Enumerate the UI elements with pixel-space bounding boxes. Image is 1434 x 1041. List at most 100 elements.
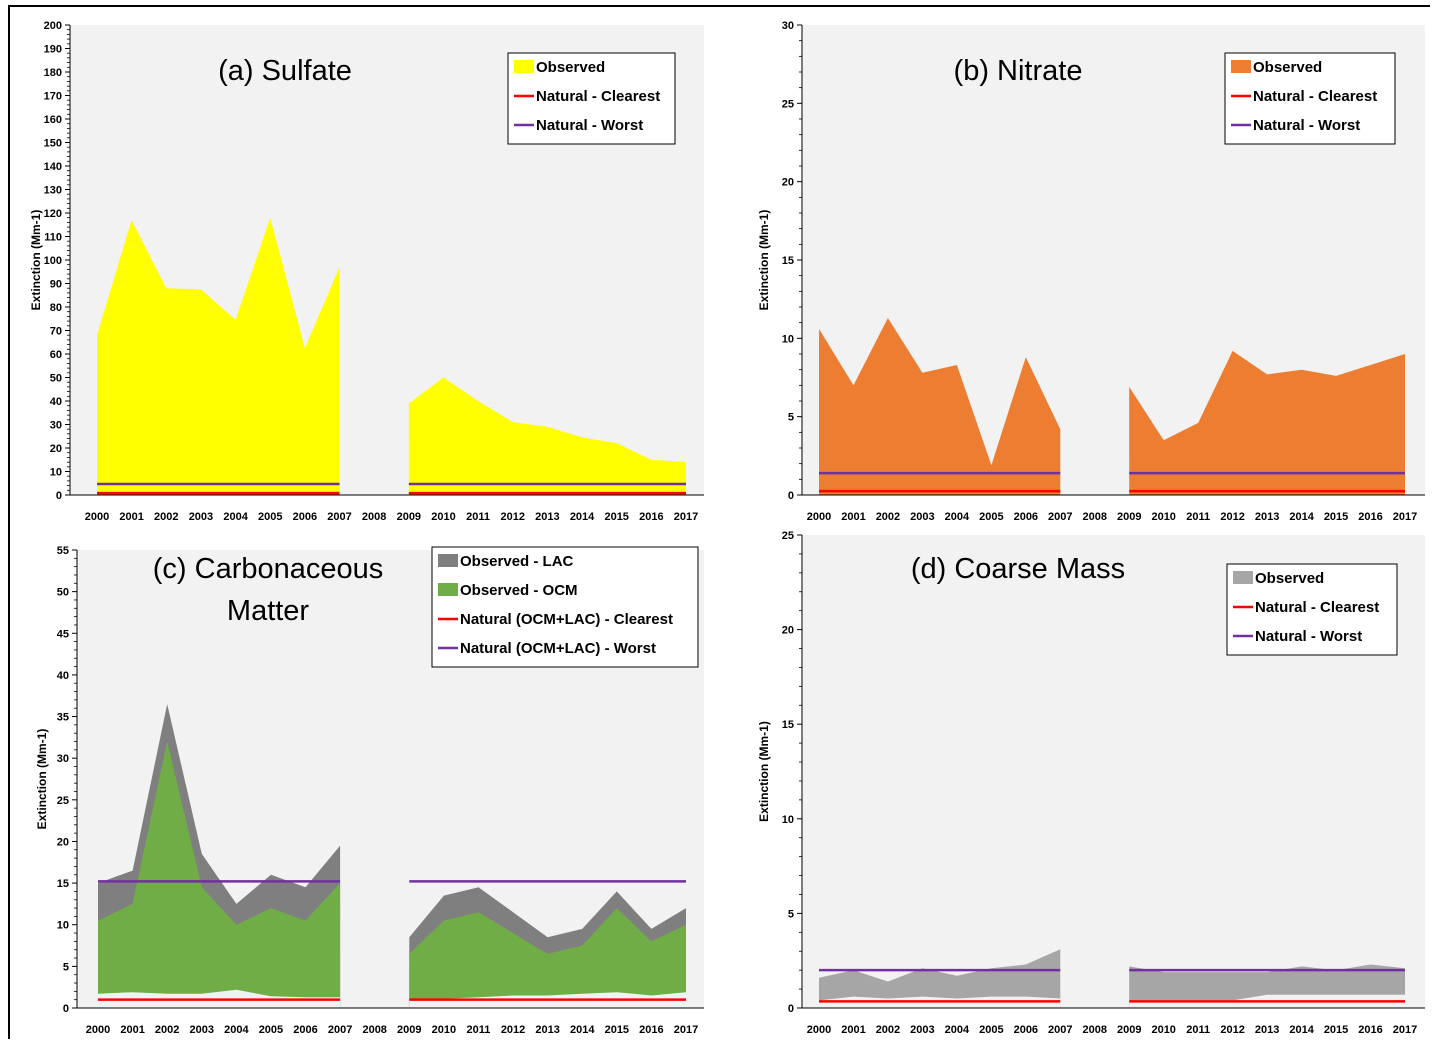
x-tick-label: 2014 (1289, 511, 1314, 523)
legend-label: Natural - Worst (1253, 117, 1360, 134)
x-tick-label: 2003 (189, 511, 213, 523)
x-tick-label: 2008 (362, 1024, 386, 1036)
x-tick-label: 2015 (1324, 1024, 1348, 1036)
legend-label: Natural - Worst (1255, 628, 1362, 645)
legend-label: Natural - Worst (536, 117, 643, 134)
y-tick-label: 100 (44, 255, 62, 267)
legend-label: Natural - Clearest (1253, 88, 1377, 105)
x-tick-label: 2002 (155, 1024, 179, 1036)
y-tick-label: 55 (57, 545, 69, 557)
x-tick-label: 2017 (674, 1024, 698, 1036)
legend-label: Natural - Clearest (1255, 599, 1379, 616)
legend-swatch (438, 554, 458, 567)
x-tick-label: 2004 (945, 1024, 970, 1036)
x-tick-label: 2014 (570, 511, 595, 523)
x-tick-label: 2001 (841, 511, 865, 523)
y-axis-title: Extinction (Mm-1) (757, 210, 771, 311)
legend-box (431, 546, 699, 668)
x-tick-label: 2017 (674, 511, 698, 523)
y-tick-label: 180 (44, 67, 62, 79)
y-tick-label: 150 (44, 138, 62, 150)
y-tick-label: 140 (44, 161, 62, 173)
x-tick-label: 2015 (605, 1024, 629, 1036)
legend-label: Observed (1253, 59, 1322, 76)
chart-title: (a) Sulfate (218, 55, 352, 87)
y-tick-label: 130 (44, 185, 62, 197)
area-series-0-segment-0 (97, 217, 340, 495)
y-tick-label: 25 (782, 98, 794, 110)
x-tick-label: 2005 (979, 511, 1003, 523)
y-axis-title: Extinction (Mm-1) (757, 721, 771, 822)
legend-label: Observed (536, 59, 605, 76)
x-tick-label: 2002 (154, 511, 178, 523)
x-tick-label: 2005 (258, 511, 282, 523)
y-tick-label: 50 (50, 373, 62, 385)
x-tick-label: 2006 (293, 1024, 317, 1036)
x-tick-label: 2009 (1117, 511, 1141, 523)
figure-frame (8, 5, 1430, 1039)
x-tick-label: 2008 (1083, 511, 1107, 523)
x-tick-label: 2003 (910, 1024, 934, 1036)
y-tick-label: 170 (44, 91, 62, 103)
y-tick-label: 0 (56, 490, 62, 502)
area-series-0-segment-1 (408, 377, 686, 495)
x-tick-label: 2001 (120, 1024, 144, 1036)
x-tick-label: 2001 (119, 511, 143, 523)
x-tick-label: 2004 (945, 511, 970, 523)
area-series-1-segment-0 (98, 741, 341, 1008)
y-tick-label: 200 (44, 20, 62, 32)
x-tick-label: 2012 (501, 1024, 525, 1036)
legend-label: Natural - Clearest (536, 88, 660, 105)
x-tick-label: 2003 (190, 1024, 214, 1036)
y-tick-label: 30 (782, 20, 794, 32)
legend-swatch (1233, 571, 1253, 584)
y-tick-label: 25 (782, 530, 794, 542)
y-tick-label: 50 (57, 587, 69, 599)
x-tick-label: 2017 (1393, 511, 1417, 523)
y-tick-label: 60 (50, 349, 62, 361)
x-tick-label: 2007 (1048, 511, 1072, 523)
y-tick-label: 90 (50, 279, 62, 291)
y-tick-label: 40 (57, 670, 69, 682)
x-tick-label: 2007 (1048, 1024, 1072, 1036)
y-axis-title: Extinction (Mm-1) (29, 210, 43, 311)
chart-title: Matter (227, 595, 310, 627)
x-tick-label: 2016 (1358, 511, 1382, 523)
x-tick-label: 2013 (535, 511, 559, 523)
x-tick-label: 2012 (501, 511, 525, 523)
y-tick-label: 5 (788, 908, 794, 920)
x-tick-label: 2015 (1324, 511, 1348, 523)
y-tick-label: 25 (57, 795, 69, 807)
x-tick-label: 2012 (1220, 511, 1244, 523)
legend-label: Observed - OCM (460, 582, 578, 599)
area-series-0-segment-0 (819, 949, 1061, 1008)
x-tick-label: 2014 (570, 1024, 595, 1036)
x-tick-label: 2016 (639, 511, 663, 523)
legend-swatch (1231, 60, 1251, 73)
y-axis-title: Extinction (Mm-1) (35, 729, 49, 830)
legend-swatch (514, 60, 534, 73)
x-tick-label: 2005 (259, 1024, 283, 1036)
chart-panel-2: 0 5 10 15 20 25 30 35 40 45 50 55 2000 2001 2002 2003 20… (35, 545, 704, 1036)
area-series-0-segment-1 (1129, 350, 1405, 495)
x-tick-label: 2010 (1151, 1024, 1175, 1036)
x-tick-label: 2000 (86, 1024, 110, 1036)
x-tick-label: 2009 (1117, 1024, 1141, 1036)
area-series-1-segment-1 (409, 908, 686, 1008)
x-tick-label: 2011 (466, 511, 490, 523)
chart-panel-0: 0 10 20 30 40 50 60 70 80 90 100 110 120 130 140 150 160… (29, 20, 704, 523)
y-tick-label: 35 (57, 712, 69, 724)
y-tick-label: 120 (44, 208, 62, 220)
x-tick-label: 2004 (224, 1024, 249, 1036)
legend-label: Observed - LAC (460, 553, 574, 570)
chart-title: (d) Coarse Mass (911, 553, 1125, 585)
y-tick-label: 20 (782, 625, 794, 637)
y-tick-label: 110 (44, 232, 62, 244)
x-tick-label: 2007 (327, 511, 351, 523)
y-tick-label: 30 (57, 753, 69, 765)
y-tick-label: 10 (57, 920, 69, 932)
x-tick-label: 2004 (223, 511, 248, 523)
y-tick-label: 70 (50, 326, 62, 338)
legend-swatch (438, 583, 458, 596)
y-tick-label: 40 (50, 396, 62, 408)
